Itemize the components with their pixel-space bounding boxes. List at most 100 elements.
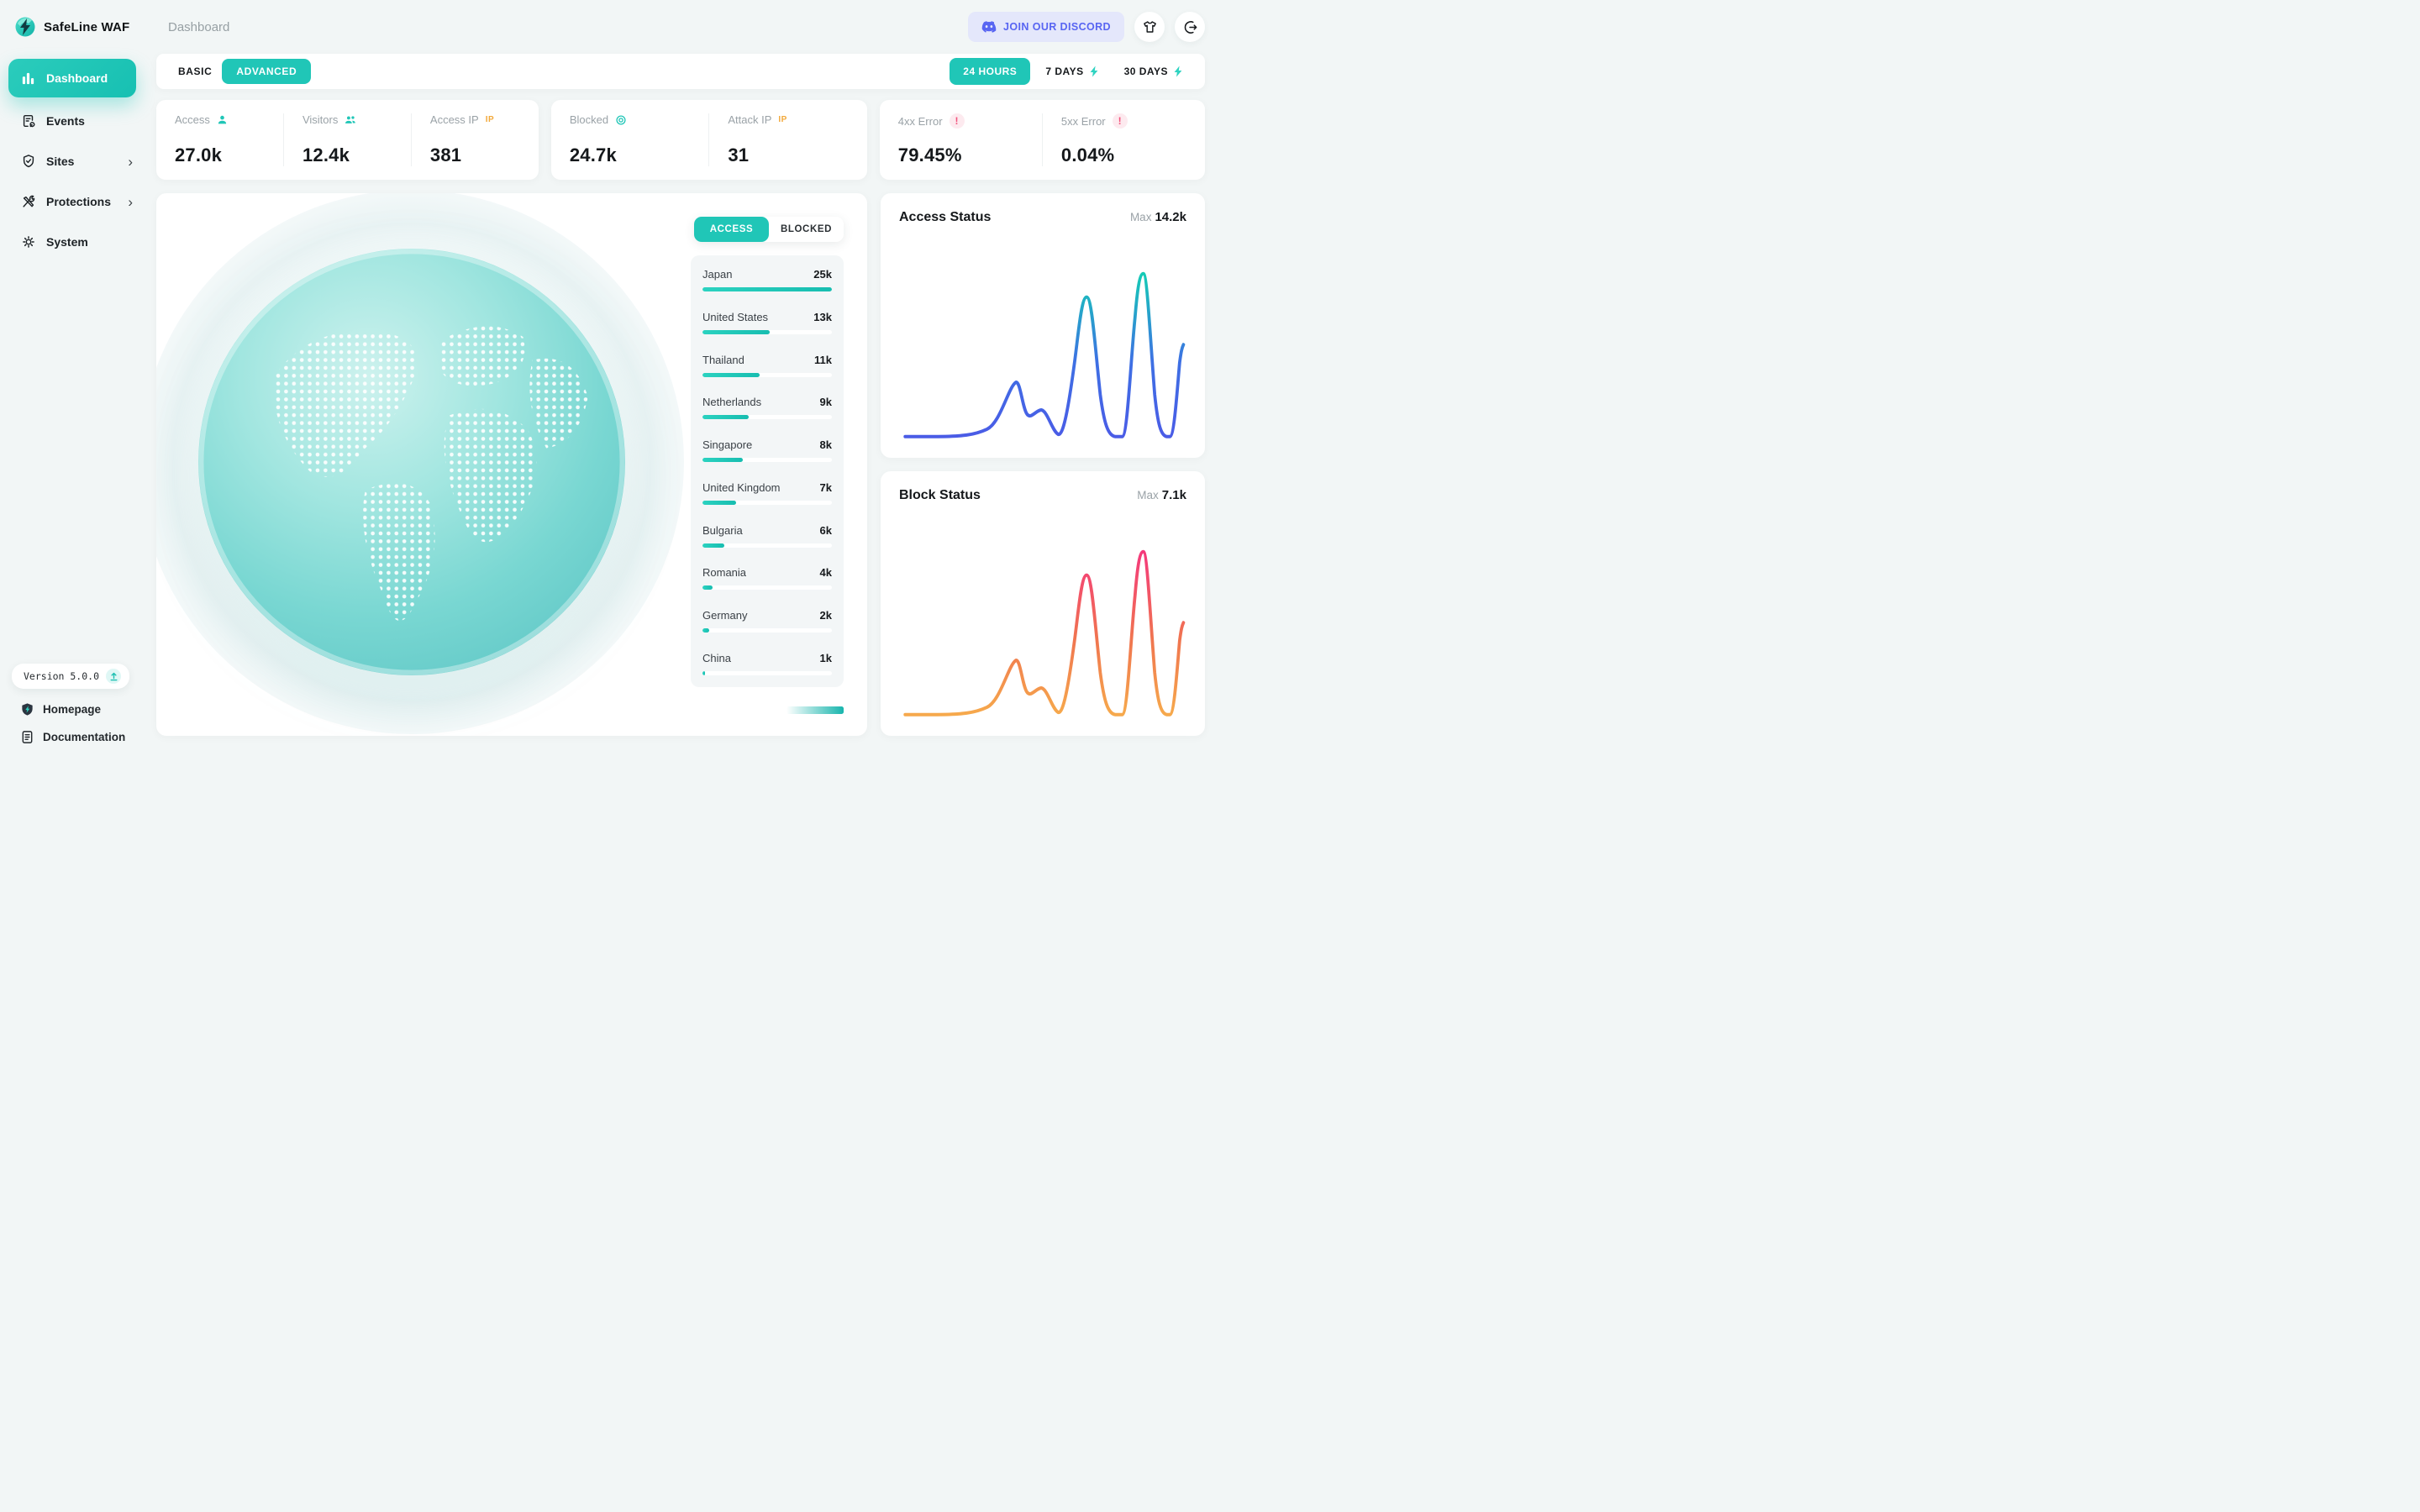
- chart-max: Max 14.2k: [1130, 210, 1186, 224]
- dotted-globe-illustration: [198, 249, 625, 675]
- world-map-card: ACCESS BLOCKED Japan 25k United States 1…: [156, 193, 867, 736]
- homepage-link[interactable]: Homepage: [20, 702, 101, 717]
- logout-button[interactable]: [1175, 12, 1205, 42]
- bar-chart-icon: [20, 71, 36, 87]
- map-tab-access[interactable]: ACCESS: [694, 217, 769, 242]
- stat-access-ip: Access IP IP 381: [410, 113, 539, 166]
- stat-value: 31: [728, 144, 750, 165]
- country-progress-track: [702, 628, 832, 633]
- documentation-label: Documentation: [43, 731, 126, 743]
- sidebar-item-system[interactable]: System: [0, 223, 145, 260]
- users-icon: [345, 116, 356, 123]
- dashboard-body: ACCESS BLOCKED Japan 25k United States 1…: [156, 193, 1205, 756]
- globe: [156, 193, 684, 734]
- user-icon: [218, 115, 227, 124]
- alert-icon: !: [949, 113, 965, 129]
- ip-badge-icon: IP: [778, 115, 787, 124]
- country-progress-fill: [702, 628, 709, 633]
- sidebar-item-dashboard[interactable]: Dashboard: [8, 59, 136, 97]
- join-discord-button[interactable]: JOIN OUR DISCORD: [968, 12, 1124, 42]
- chevron-right-icon: ›: [128, 153, 133, 170]
- chart-max: Max 7.1k: [1137, 488, 1186, 502]
- sidebar-item-label: Sites: [46, 155, 75, 168]
- stat-label: Access: [175, 113, 210, 126]
- update-arrow-icon: [106, 669, 122, 684]
- tshirt-theme-button[interactable]: [1134, 12, 1165, 42]
- country-progress-track: [702, 329, 832, 334]
- country-name: Thailand: [702, 353, 744, 366]
- density-gradient-legend: [786, 706, 844, 714]
- range-tab-7-days[interactable]: 7 DAYS: [1035, 59, 1108, 84]
- stat-label: Access IP: [429, 113, 479, 126]
- country-progress-fill: [702, 287, 832, 291]
- sidebar-item-label: Protections: [46, 195, 112, 208]
- chart-title: Block Status: [899, 488, 981, 502]
- country-row: Bulgaria 6k: [702, 522, 832, 553]
- country-row: Japan 25k: [702, 266, 832, 297]
- country-value: 9k: [819, 396, 832, 409]
- safeline-logo-icon: [13, 15, 37, 39]
- country-row: United States 13k: [702, 309, 832, 339]
- sidebar: SafeLine WAF Dashboard: [0, 0, 145, 756]
- breadcrumb: Dashboard: [168, 19, 230, 34]
- tshirt-icon: [1143, 20, 1156, 33]
- sidebar-item-protections[interactable]: Protections ›: [0, 183, 145, 220]
- sidebar-nav: Dashboard Events: [0, 59, 145, 260]
- sidebar-item-events[interactable]: Events: [0, 102, 145, 139]
- stats-row: Access 27.0k Visitors 12.4k Access IP: [156, 100, 1205, 180]
- country-row: United Kingdom 7k: [702, 480, 832, 510]
- max-value: 14.2k: [1155, 210, 1186, 224]
- country-progress-track: [702, 372, 832, 377]
- map-tab-blocked[interactable]: BLOCKED: [769, 217, 844, 242]
- country-progress-track: [702, 458, 832, 463]
- mode-tab-basic[interactable]: BASIC: [168, 59, 222, 84]
- stat-label: 4xx Error: [897, 114, 943, 128]
- stat-value: 79.45%: [897, 144, 962, 165]
- stat-value: 24.7k: [569, 144, 617, 165]
- mode-tab-advanced[interactable]: ADVANCED: [222, 59, 312, 84]
- country-row: Thailand 11k: [702, 352, 832, 382]
- country-name: Romania: [702, 566, 747, 580]
- sidebar-item-label: Dashboard: [46, 71, 108, 85]
- country-value: 13k: [813, 310, 832, 323]
- country-progress-fill: [702, 329, 771, 334]
- country-name: United States: [702, 310, 769, 323]
- stat-label: Attack IP: [728, 113, 772, 126]
- country-row: Germany 2k: [702, 607, 832, 638]
- stat-label: 5xx Error: [1060, 114, 1106, 128]
- sidebar-item-sites[interactable]: Sites ›: [0, 143, 145, 180]
- country-name: Bulgaria: [702, 523, 743, 537]
- discord-icon: [981, 21, 997, 33]
- brand-name: SafeLine WAF: [44, 19, 130, 34]
- main-area: Dashboard JOIN OUR DISCORD: [145, 0, 1210, 756]
- stat-attack-ip: Attack IP IP 31: [708, 113, 866, 166]
- range-tab-24-hours[interactable]: 24 HOURS: [950, 58, 1031, 85]
- tools-icon: [20, 194, 36, 210]
- access-status-chart: [899, 228, 1186, 451]
- safeline-shield-icon: [20, 702, 34, 717]
- range-label: 7 DAYS: [1045, 66, 1084, 77]
- status-charts-column: Access Status Max 14.2k: [881, 193, 1205, 736]
- version-badge[interactable]: Version 5.0.0: [12, 664, 130, 689]
- range-tab-30-days[interactable]: 30 DAYS: [1114, 59, 1193, 84]
- stat-label: Blocked: [569, 113, 609, 126]
- events-log-icon: [20, 113, 36, 129]
- country-value: 11k: [814, 353, 832, 366]
- stat-value: 27.0k: [175, 144, 223, 165]
- control-bar: BASIC ADVANCED 24 HOURS 7 DAYS 30 DAYS: [156, 54, 1205, 89]
- stat-5xx-error: 5xx Error ! 0.04%: [1041, 113, 1205, 166]
- ip-badge-icon: IP: [485, 115, 495, 124]
- documentation-link[interactable]: Documentation: [20, 730, 125, 744]
- country-progress-fill: [702, 372, 760, 377]
- block-status-chart: [899, 507, 1186, 729]
- country-name: Germany: [702, 609, 748, 622]
- country-progress-track: [702, 670, 832, 675]
- stat-card-access: Access 27.0k Visitors 12.4k Access IP: [156, 100, 539, 180]
- country-value: 1k: [819, 651, 832, 664]
- bolt-icon: [1090, 66, 1097, 77]
- stat-value: 381: [429, 144, 462, 165]
- sidebar-item-label: System: [46, 235, 88, 249]
- country-progress-fill: [702, 458, 743, 463]
- sidebar-item-label: Events: [46, 114, 85, 128]
- range-tabs: 24 HOURS 7 DAYS 30 DAYS: [950, 58, 1193, 85]
